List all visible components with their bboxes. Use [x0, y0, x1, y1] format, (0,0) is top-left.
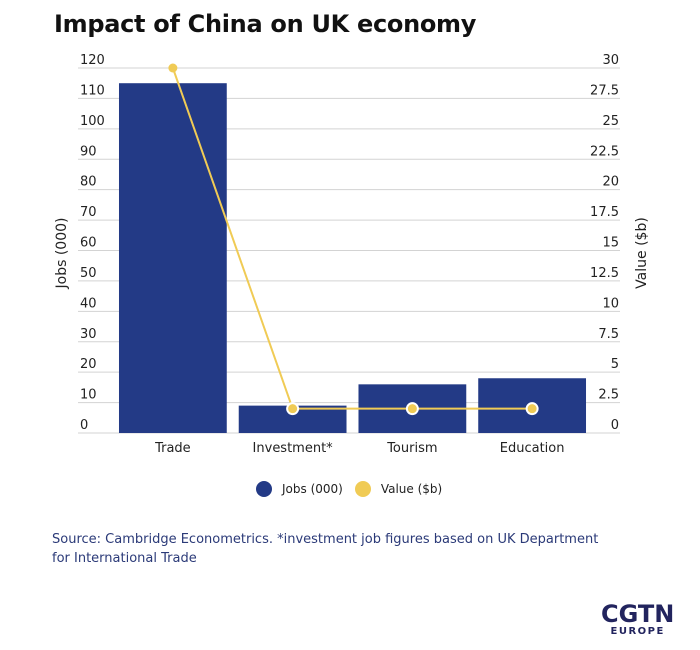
y-tick-label: 70 [80, 205, 97, 220]
y2-tick-label: 25 [602, 114, 619, 129]
y2-tick-label: 12.5 [590, 266, 619, 281]
right-axis-ticks: 0 2.5 5 7.5 10 12.5 15 17.5 20 22.5 25 27.5 30 [590, 53, 619, 433]
bar-trade[interactable] [118, 83, 227, 433]
legend-label-jobs: Jobs (000) [282, 482, 343, 496]
legend-item-value[interactable]: Value ($b) [354, 481, 443, 497]
y2-tick-label: 10 [602, 296, 619, 311]
left-axis-ticks: 0 10 20 30 40 50 60 70 80 90 100 110 120 [80, 53, 105, 433]
x-tick-label: Education [500, 441, 565, 456]
y-tick-label: 60 [80, 236, 97, 251]
y-tick-label: 20 [80, 357, 97, 372]
y-tick-label: 40 [80, 296, 97, 311]
source-note: Source: Cambridge Econometrics. *investm… [52, 532, 599, 566]
legend-swatch-jobs [256, 481, 272, 497]
value-point-trade[interactable] [168, 63, 178, 73]
y2-tick-label: 5 [611, 357, 619, 372]
y-axis-title: Jobs (000) [54, 218, 70, 290]
y2-tick-label: 17.5 [590, 205, 619, 220]
y2-tick-label: 27.5 [590, 83, 619, 98]
x-tick-label: Investment* [253, 441, 334, 456]
category-labels: Trade Investment* Tourism Education [154, 441, 564, 456]
y2-tick-label: 2.5 [598, 388, 619, 403]
value-line [168, 63, 539, 416]
y-tick-label: 50 [80, 266, 97, 281]
y-tick-label: 0 [80, 418, 88, 433]
y2-tick-label: 15 [602, 236, 619, 251]
value-point-investment[interactable] [286, 402, 300, 416]
value-series-line [171, 67, 533, 410]
y-tick-label: 100 [80, 114, 105, 129]
y2-tick-label: 7.5 [598, 327, 619, 342]
y-tick-label: 90 [80, 144, 97, 159]
y2-tick-label: 20 [602, 175, 619, 190]
y2-axis-title: Value ($b) [634, 217, 650, 289]
logo-sub: EUROPE [610, 626, 665, 637]
bars [118, 83, 587, 433]
y-tick-label: 30 [80, 327, 97, 342]
y-tick-label: 120 [80, 53, 105, 68]
legend-label-value: Value ($b) [380, 482, 443, 496]
value-point-tourism[interactable] [405, 402, 419, 416]
legend-swatch-value [354, 481, 371, 497]
y2-tick-label: 0 [611, 418, 619, 433]
chart-title: Impact of China on UK economy [54, 10, 477, 38]
x-tick-label: Tourism [386, 441, 437, 456]
legend: Jobs (000) Value ($b) [256, 481, 454, 497]
chart: 0 10 20 30 40 50 60 70 80 90 100 110 120 0 2.5 5 7.5 10 1… [54, 53, 650, 456]
y-tick-label: 10 [80, 388, 97, 403]
y2-tick-label: 30 [602, 53, 619, 68]
legend-item-jobs[interactable]: Jobs (000) [256, 481, 343, 497]
logo-main: CGTN [601, 600, 675, 628]
y2-tick-label: 22.5 [590, 144, 619, 159]
cgtn-europe-logo: CGTN EUROPE [601, 602, 674, 637]
y-tick-label: 80 [80, 175, 97, 190]
y-tick-label: 110 [80, 83, 105, 98]
x-tick-label: Trade [154, 441, 191, 456]
value-point-education[interactable] [525, 402, 539, 416]
